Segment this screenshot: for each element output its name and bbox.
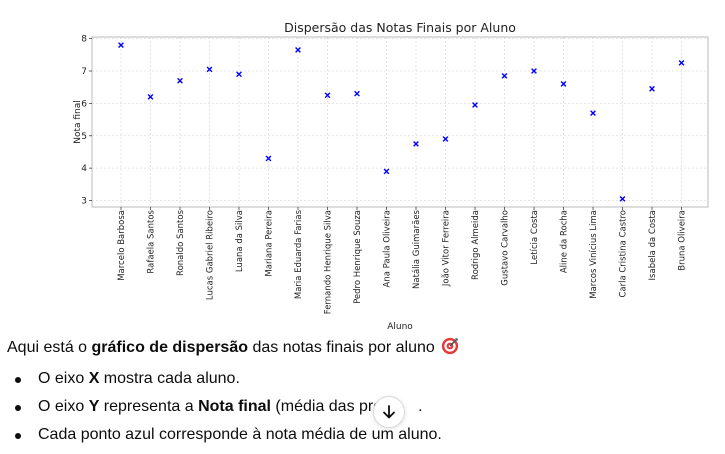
data-point	[442, 136, 449, 142]
bullet-text: (média das pro	[270, 398, 383, 415]
grid	[92, 37, 708, 207]
y-tick-label: 5	[81, 132, 87, 142]
bullet-bold: Y	[88, 398, 100, 415]
list-item: O eixo X mostra cada aluno.	[7, 367, 719, 395]
y-tick-label: 7	[81, 67, 87, 77]
intro-text-start: Aqui está o	[7, 339, 92, 356]
x-tick-label: Luana da Silva	[235, 210, 245, 272]
data-point	[472, 102, 478, 108]
bullet-text: mostra cada aluno.	[99, 370, 240, 387]
x-tick-label: Ana Paula Oliveira	[383, 210, 393, 287]
x-tick-label: Lucas Gabriel Ribeiro	[206, 210, 216, 300]
x-tick-label: Aline da Rocha	[560, 210, 570, 273]
x-tick-label: Mariana Pereira	[265, 210, 275, 277]
y-tick-label: 6	[81, 99, 87, 109]
bullet-text: Cada ponto azul corresponde à nota média…	[38, 426, 442, 443]
bullet-bold: X	[88, 370, 100, 387]
intro-text-end: das notas finais por aluno	[248, 339, 435, 356]
x-tick-label: Isabela da Costa	[648, 210, 658, 280]
x-tick-label: Maria Eduarda Farias	[294, 209, 304, 299]
x-tick-label: Fernando Henrique Silva	[324, 210, 334, 314]
x-tick-label: Rafaela Santos	[147, 209, 157, 273]
x-tick-label: Letícia Costa	[530, 210, 540, 265]
bullet-text: O eixo	[38, 370, 89, 387]
data-point	[118, 42, 124, 48]
data-point	[206, 66, 213, 73]
x-axis-ticks: Marcelo Barbosa Rafaela Santos Ronaldo San…	[117, 207, 688, 314]
data-point	[501, 72, 508, 79]
data-point	[177, 77, 183, 84]
chart-title: Dispersão das Notas Finais por Aluno	[284, 20, 516, 35]
data-point	[265, 155, 272, 162]
y-axis-label: Nota final	[73, 100, 83, 144]
data-point	[649, 85, 655, 92]
scroll-down-button[interactable]	[373, 396, 405, 428]
x-tick-label: João Vitor Ferreira	[442, 210, 452, 287]
data-point	[295, 47, 301, 53]
direct-hit-icon	[442, 337, 459, 355]
assistant-message: Aqui está o gráfico de dispersão das not…	[7, 336, 719, 451]
data-point	[413, 140, 419, 147]
data-point	[560, 81, 567, 87]
data-points	[118, 42, 685, 202]
bullet-text: representa a	[99, 398, 199, 415]
x-axis-label: Aluno	[387, 322, 413, 332]
x-tick-label: Marcelo Barbosa	[117, 210, 127, 281]
data-point	[678, 60, 685, 66]
x-tick-label: Pedro Henrique Souza	[353, 210, 363, 304]
data-point	[531, 68, 537, 74]
x-tick-label: Gustavo Carvalho	[501, 210, 511, 286]
bullet-bold: Nota final	[198, 398, 271, 415]
intro-bold-text: gráfico de dispersão	[91, 339, 249, 356]
data-point	[236, 71, 242, 78]
x-tick-label: Marcos Vinícius Lima	[589, 210, 599, 299]
x-tick-label: Ronaldo Santos	[176, 209, 186, 276]
data-point	[147, 94, 154, 100]
data-point	[324, 92, 331, 99]
y-tick-label: 4	[81, 164, 87, 174]
plot-frame	[91, 36, 709, 208]
list-item: O eixo Y representa a Nota final (média …	[7, 395, 719, 423]
bullet-list: O eixo X mostra cada aluno. O eixo Y rep…	[7, 367, 719, 451]
data-point	[383, 168, 390, 175]
x-tick-label: Rodrigo Almeida	[471, 210, 481, 280]
list-item: Cada ponto azul corresponde à nota média…	[7, 423, 719, 451]
intro-paragraph: Aqui está o gráfico de dispersão das not…	[7, 336, 719, 360]
bullet-text: .	[418, 398, 423, 415]
x-tick-label: Carla Cristina Castro	[619, 210, 629, 298]
y-axis-ticks: 3 4 5 6 7 8	[81, 35, 92, 207]
y-tick-label: 3	[81, 197, 87, 207]
x-tick-label: Natália Guimarães	[412, 209, 422, 288]
data-point	[590, 110, 596, 116]
arrow-down-icon	[383, 405, 395, 419]
scatter-chart: Dispersão das Notas Finais por Aluno 3 4 5…	[73, 20, 709, 332]
x-tick-label: Bruna Oliveira	[678, 210, 688, 271]
bullet-text: O eixo	[38, 398, 89, 415]
data-point	[619, 196, 626, 202]
y-tick-label: 8	[81, 35, 87, 45]
data-point	[354, 90, 360, 97]
